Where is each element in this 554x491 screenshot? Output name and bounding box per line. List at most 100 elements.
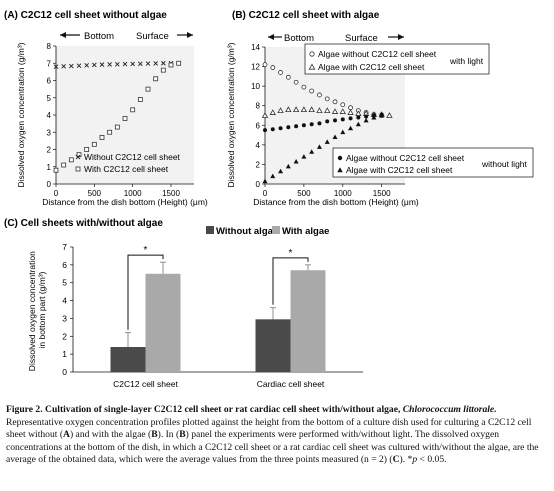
panel-c-category-label: C2C12 cell sheet	[113, 379, 178, 389]
panel-a-s1-point	[76, 63, 82, 68]
panel-c-chart: 0 1 2 3 4 5 6 7 C2C12 cell sheet Cardiac cell she…	[62, 242, 363, 389]
panel-b-xtick-label: 0	[263, 189, 268, 198]
legend-a-1-label: Without C2C12 cell sheet	[84, 152, 181, 162]
panel-c-title: (C) Cell sheets with/without algae	[4, 218, 163, 229]
panel-b-s2-point	[324, 107, 331, 114]
caption-ref-a: A	[63, 429, 70, 441]
panel-a-ylabel: Dissolved oxygen concentration (g/m³)	[16, 42, 26, 187]
caption-species: Chlorococcum littorale.	[402, 404, 497, 415]
panel-a-xtick-label: 0	[54, 189, 59, 198]
panel-c-ylabel: Dissolved oxygen concentration in bottom…	[27, 249, 47, 371]
panel-b-ytick-label: 0	[256, 180, 261, 189]
panel-a-s1-point	[53, 64, 59, 70]
legend-b-2-marker	[308, 63, 316, 70]
panel-b-s4-point	[348, 125, 354, 131]
panel-a-xlabel: Distance from the dish bottom (Height) (…	[42, 197, 208, 207]
panel-a-s1-point	[84, 63, 89, 68]
panel-b-s1-point	[270, 65, 276, 70]
panel-b-s4-point	[316, 144, 322, 149]
panel-b-s1-point	[340, 102, 346, 108]
caption-ref-b2: B	[179, 429, 186, 441]
panel-a-s2-point	[122, 116, 128, 121]
panel-c-ylabel-line1: Dissolved oxygen concentration	[27, 251, 37, 371]
panel-b-s3-point	[309, 122, 314, 127]
panel-a-s1-point	[145, 61, 151, 66]
panel-b-ytick-label: 8	[256, 102, 261, 111]
panel-c-ytick-label: 6	[62, 260, 67, 270]
panel-a-s2-point	[168, 62, 174, 68]
panel-b-s1-point	[348, 105, 353, 111]
panel-a-s1-point	[122, 61, 128, 67]
legend-light-label: with light	[449, 56, 484, 66]
panel-b-ylabel: Dissolved oxygen concentration (g/m³)	[226, 42, 236, 187]
panel-c-ytick-label: 0	[62, 367, 67, 377]
legend-a-2-label: With C2C12 cell sheet	[84, 164, 169, 174]
caption-text-2: ) and with the algae (	[69, 429, 152, 441]
panel-b-s2-point	[261, 112, 269, 118]
panel-a-s1-point	[92, 62, 97, 68]
significance-star: *	[144, 245, 148, 256]
caption-ref-b: B	[151, 429, 158, 441]
legend-c-1-label: Without algae	[216, 226, 278, 237]
panel-b-arrows: Bottom Surface	[268, 33, 404, 44]
panel-b-s1-point	[278, 70, 283, 75]
panel-b-s3-point	[364, 114, 369, 119]
panel-a-s1-point	[138, 61, 143, 67]
panel-a-s1-point	[99, 62, 105, 67]
panel-a-ytick-label: 3	[47, 128, 52, 137]
panel-b-s4-point	[324, 139, 330, 144]
panel-a-ytick-label: 6	[47, 77, 52, 86]
caption-label: Figure 2.	[6, 404, 43, 415]
panel-a-s2-point	[176, 60, 182, 66]
caption-p: p	[412, 454, 418, 466]
panel-b-ytick-label: 14	[251, 43, 260, 52]
arrow-bottom-label-b: Bottom	[284, 33, 314, 44]
panel-b-ytick-label: 6	[256, 121, 261, 130]
panel-b-s1-point	[301, 84, 307, 90]
panel-a-s2-point	[99, 135, 105, 140]
panel-a-s2-point	[53, 167, 59, 173]
caption-text-1: Representative oxygen concentration prof…	[6, 416, 532, 441]
panel-b-s2-point	[292, 106, 300, 113]
panel-b-s3-point	[263, 128, 267, 133]
caption-ref-c: C	[392, 454, 400, 466]
panel-b-s2-point	[285, 106, 292, 113]
panel-b-s1-point	[317, 92, 322, 98]
panel-a-s2-point	[145, 86, 151, 92]
panel-a-ytick-label: 0	[47, 180, 52, 189]
panel-b-s3-point	[294, 124, 299, 129]
panel-b-s3-point	[356, 115, 361, 120]
panel-a-ytick-label: 2	[47, 146, 52, 155]
legend-a-1-marker	[75, 154, 81, 160]
panel-a-s1-point	[115, 61, 120, 67]
panel-b-s3-point	[278, 126, 283, 131]
panel-b-s3-point	[340, 117, 345, 122]
panel-b-s2-point	[339, 108, 346, 114]
legend-b-4-label: Algae with C2C12 cell sheet	[346, 165, 453, 175]
panel-b-s4-point	[363, 117, 369, 123]
panel-b-s3-point	[317, 121, 322, 126]
panel-b-s3-point	[270, 127, 275, 132]
panel-a-s2-point	[61, 162, 67, 168]
panel-b-ytick-label: 10	[251, 82, 260, 91]
panel-b-s2-point	[277, 107, 284, 114]
caption-title: Cultivation of single-layer C2C12 cell s…	[45, 404, 401, 415]
panel-c-legend: Without algae With algae	[206, 226, 329, 237]
panel-a-ytick-label: 1	[47, 163, 52, 172]
panel-a-s2-point	[130, 107, 136, 113]
panel-c-ytick-label: 4	[62, 296, 67, 306]
panel-b-s1-point	[293, 79, 299, 85]
legend-b-4-marker	[337, 167, 343, 173]
panel-b-s4-point	[270, 173, 276, 179]
panel-b-s4-point	[278, 168, 284, 174]
panel-b-s1-point	[309, 88, 315, 94]
panel-b-ytick-label: 4	[256, 141, 261, 150]
panel-b-title: (B) C2C12 cell sheet with algae	[232, 10, 380, 21]
panel-b-xtick-label: 1500	[373, 189, 391, 198]
panel-b-ytick-label: 2	[256, 160, 261, 169]
panel-a-ytick-label: 7	[47, 59, 52, 68]
panel-a-s2-point	[84, 147, 90, 152]
panel-b-s3-point	[325, 119, 330, 124]
panel-a-s2-point	[153, 76, 159, 82]
panel-a-arrows: Bottom Surface	[60, 31, 193, 42]
